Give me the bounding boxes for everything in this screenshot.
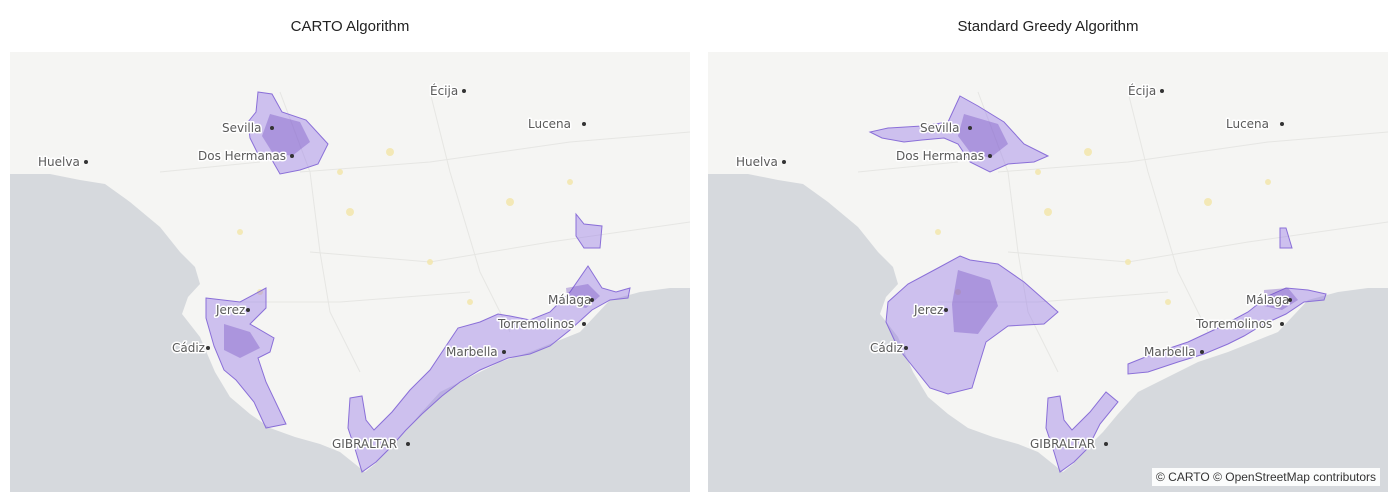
city-markers: Écija Sevilla Lucena Huelva Dos Hermanas… — [735, 82, 1292, 453]
city-dot-lucena — [1280, 122, 1284, 126]
city-label-malaga: Málaga — [548, 293, 591, 307]
city-dot-gibraltar — [406, 442, 410, 446]
city-dot-malaga — [1288, 298, 1292, 302]
city-markers: Écija Sevilla Lucena Huelva Dos Hermanas… — [37, 82, 594, 453]
city-label-ecija: Écija — [1128, 83, 1156, 98]
area-jerez — [885, 255, 1059, 395]
area-sevilla — [868, 95, 1050, 173]
area-jerez — [205, 287, 287, 429]
city-dot-lucena — [582, 122, 586, 126]
city-label-marbella: Marbella — [446, 345, 498, 359]
map-canvas[interactable]: Écija Sevilla Lucena Huelva Dos Hermanas… — [10, 52, 690, 492]
city-label-gibraltar: GIBRALTAR — [1030, 437, 1095, 451]
city-dot-sevilla — [270, 126, 274, 130]
city-label-lucena: Lucena — [528, 117, 571, 131]
city-label-malaga: Málaga — [1246, 293, 1289, 307]
city-dot-gibraltar — [1104, 442, 1108, 446]
area-marbella-malaga — [1127, 287, 1327, 375]
city-label-dos-hermanas: Dos Hermanas — [198, 149, 286, 163]
city-dot-marbella — [502, 350, 506, 354]
city-dot-sevilla — [968, 126, 972, 130]
city-dot-cadiz — [206, 346, 210, 350]
panel-title: Standard Greedy Algorithm — [957, 18, 1139, 35]
cluster-areas — [205, 91, 631, 473]
city-dot-marbella — [1200, 350, 1204, 354]
city-label-cadiz: Cádiz — [870, 341, 903, 355]
city-dot-dos-hermanas — [988, 154, 992, 158]
city-label-sevilla: Sevilla — [222, 121, 261, 135]
area-antequera — [1279, 227, 1293, 249]
area-sevilla — [247, 91, 329, 175]
city-dot-jerez — [246, 308, 250, 312]
roads — [159, 91, 690, 373]
cluster-areas — [868, 95, 1327, 473]
panel-title: CARTO Algorithm — [290, 18, 410, 35]
sea — [10, 174, 690, 492]
city-dot-ecija — [462, 89, 466, 93]
city-dot-torremolinos — [582, 322, 586, 326]
carto-map-panel: CARTO Algorithm — [10, 0, 690, 500]
roads — [857, 91, 1388, 373]
area-costa-del-sol — [347, 265, 631, 473]
area-antequera — [575, 212, 603, 249]
city-label-ecija: Écija — [430, 83, 458, 98]
city-label-marbella: Marbella — [1144, 345, 1196, 359]
city-label-lucena: Lucena — [1226, 117, 1269, 131]
city-label-cadiz: Cádiz — [172, 341, 205, 355]
road-network — [935, 148, 1271, 305]
city-label-jerez: Jerez — [913, 303, 943, 317]
city-label-jerez: Jerez — [215, 303, 245, 317]
city-dot-ecija — [1160, 89, 1164, 93]
sea — [708, 174, 1388, 492]
map-svg: Écija Sevilla Lucena Huelva Dos Hermanas… — [10, 52, 690, 492]
city-dot-huelva — [782, 160, 786, 164]
map-canvas[interactable]: Écija Sevilla Lucena Huelva Dos Hermanas… — [708, 52, 1388, 492]
map-attribution[interactable]: © CARTO © OpenStreetMap contributors — [1152, 468, 1380, 486]
greedy-map-panel: Standard Greedy Algorithm — [708, 0, 1388, 500]
city-label-huelva: Huelva — [38, 155, 80, 169]
city-dot-huelva — [84, 160, 88, 164]
city-label-sevilla: Sevilla — [920, 121, 959, 135]
city-dot-malaga — [590, 298, 594, 302]
city-dot-jerez — [944, 308, 948, 312]
city-label-dos-hermanas: Dos Hermanas — [896, 149, 984, 163]
city-dot-cadiz — [904, 346, 908, 350]
area-costa-del-sol — [1045, 391, 1119, 473]
city-dot-torremolinos — [1280, 322, 1284, 326]
map-svg: Écija Sevilla Lucena Huelva Dos Hermanas… — [708, 52, 1388, 492]
city-label-huelva: Huelva — [736, 155, 778, 169]
city-label-torremolinos: Torremolinos — [1195, 317, 1272, 331]
city-label-gibraltar: GIBRALTAR — [332, 437, 397, 451]
city-label-torremolinos: Torremolinos — [497, 317, 574, 331]
city-dot-dos-hermanas — [290, 154, 294, 158]
